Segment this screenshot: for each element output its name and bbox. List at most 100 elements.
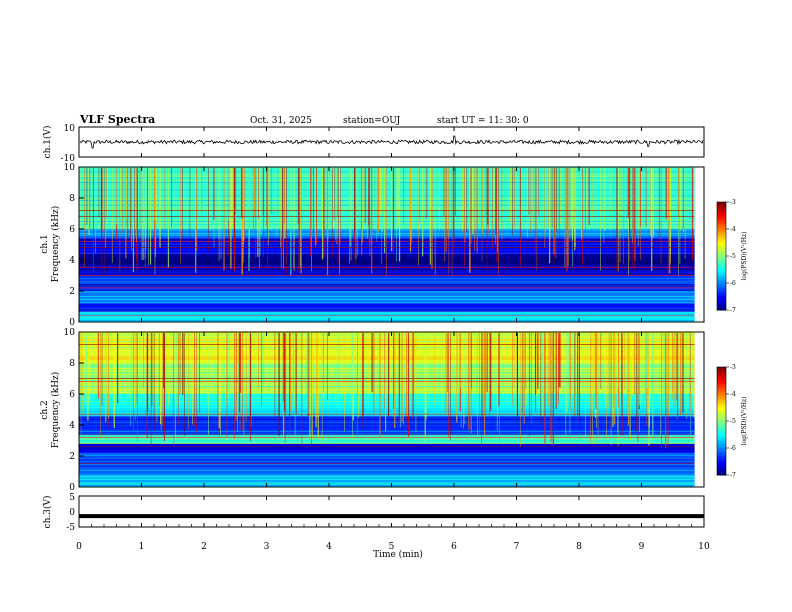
- colorbar-swatch: [717, 374, 726, 377]
- spectrogram-row: [79, 384, 704, 386]
- spectrogram-row: [79, 431, 704, 432]
- spectrogram-row: [79, 456, 704, 458]
- colorbar-swatch: [717, 379, 726, 382]
- spectrogram-row: [79, 341, 704, 342]
- colorbar-tick-label: -7: [730, 472, 736, 479]
- colorbar-swatch: [717, 286, 726, 289]
- colorbar-swatch: [717, 302, 726, 306]
- colorbar-swatch: [717, 247, 726, 250]
- spectrogram-row: [79, 399, 704, 401]
- spectrogram-band: [79, 311, 704, 322]
- colorbar-swatch: [717, 272, 726, 275]
- colorbar-swatch: [717, 417, 726, 420]
- colorbar-swatch: [717, 457, 726, 460]
- colorbar-swatch: [717, 279, 726, 282]
- ytick-label: 0: [69, 483, 75, 493]
- spectrogram-row: [79, 311, 704, 312]
- spectrogram-row: [79, 414, 704, 416]
- ytick-label: 6: [69, 225, 75, 235]
- spectrogram-row: [79, 293, 704, 294]
- spectrogram-row: [79, 254, 704, 255]
- colorbar-swatch: [717, 435, 726, 438]
- spectrogram-row: [79, 411, 704, 413]
- spectrogram-row: [79, 314, 704, 315]
- colorbar-tick-label: -3: [730, 199, 736, 206]
- spectrogram-row: [79, 338, 704, 339]
- spectrogram-row: [79, 362, 704, 363]
- ch1-ytick-bottom: -10: [61, 154, 76, 164]
- spectrogram-row: [79, 308, 704, 309]
- colorbar-swatch: [717, 444, 726, 447]
- spectrogram-row: [79, 366, 704, 368]
- spectrogram-row: [79, 386, 704, 387]
- spectrogram-row: [79, 273, 704, 275]
- colorbar-swatch: [717, 372, 726, 375]
- spectrogram-row: [79, 381, 704, 383]
- colorbar-swatch: [717, 220, 726, 223]
- spectrogram-row: [79, 270, 704, 272]
- spectrogram-row: [79, 317, 704, 318]
- ytick-label: 2: [69, 287, 75, 297]
- spectrogram-row: [79, 299, 704, 300]
- colorbar-swatch: [717, 277, 726, 280]
- spectrogram-row: [79, 312, 704, 314]
- ytick-label: 6: [69, 390, 75, 400]
- colorbar-swatch: [717, 449, 726, 453]
- spectrogram-row: [79, 302, 704, 303]
- spectrogram-band: [79, 291, 704, 304]
- ch2-colorbar: -3 -4 -5 -6 -7 log(PSD)(V²/Hz): [716, 364, 748, 479]
- colorbar-swatch: [717, 469, 726, 472]
- colorbar-swatch: [717, 395, 726, 399]
- colorbar-swatch: [717, 211, 726, 214]
- spectrogram-row: [79, 482, 704, 483]
- spectrogram-row: [79, 408, 704, 410]
- colorbar-swatch: [717, 383, 726, 386]
- colorbar-swatch: [717, 299, 726, 302]
- colorbar-swatch: [717, 227, 726, 230]
- colorbar-swatch: [717, 419, 726, 422]
- spectrogram-row: [79, 288, 704, 290]
- colorbar-swatch: [717, 275, 726, 279]
- spectrogram-row: [79, 402, 704, 404]
- spectrogram-row: [79, 383, 704, 384]
- ch1-spectrogram-panel: 0 2 4 6 8 10 ch.1 Frequency (kHz) -3 -4 -5 -6 -7 l…: [40, 163, 748, 328]
- spectrogram-row: [79, 290, 704, 291]
- spectrogram-row: [79, 269, 704, 270]
- colorbar-swatch: [717, 230, 726, 234]
- ytick-label: 4: [69, 256, 75, 266]
- ch3-waveform-ylabel: ch.3(V): [42, 496, 53, 529]
- spectrogram-row: [79, 371, 704, 372]
- spectrogram-row: [79, 429, 704, 431]
- spectrogram-tones: [79, 344, 704, 465]
- colorbar-swatch: [717, 385, 726, 388]
- spectrogram-row: [79, 467, 704, 468]
- xtick-label: 2: [201, 542, 207, 552]
- time-axis: 0 1 2 3 4 5 6 7 8 9 10: [76, 127, 710, 552]
- colorbar-swatch: [717, 412, 726, 415]
- spectrogram-row: [79, 374, 704, 375]
- xtick-label: 8: [576, 542, 582, 552]
- spectrogram-row: [79, 303, 704, 305]
- colorbar-swatch: [717, 243, 726, 246]
- colorbar-swatch: [717, 281, 726, 284]
- spectrogram-row: [79, 281, 704, 282]
- spectrogram-row: [79, 345, 704, 347]
- ch2-spectrogram-ylabel-frequency: Frequency (kHz): [50, 372, 61, 449]
- colorbar-swatch: [717, 245, 726, 248]
- colorbar-swatch: [717, 401, 726, 404]
- spectrogram-row: [79, 360, 704, 362]
- spectrogram-row: [79, 378, 704, 380]
- spectrogram-row: [79, 278, 704, 279]
- colorbar-swatch: [717, 214, 726, 217]
- ytick-label: 10: [64, 163, 76, 173]
- spectrogram-row: [79, 407, 704, 408]
- ch2-spectrogram-ylabel-channel: ch.2: [40, 400, 50, 419]
- colorbar-swatch: [717, 442, 726, 445]
- colorbar-swatch: [717, 439, 726, 442]
- colorbar-swatch: [717, 473, 726, 476]
- spectrogram-row: [79, 464, 704, 465]
- spectrogram-row: [79, 255, 704, 257]
- colorbar-tick-label: -4: [730, 226, 736, 233]
- spectrogram-row: [79, 470, 704, 471]
- colorbar-swatch: [717, 265, 726, 268]
